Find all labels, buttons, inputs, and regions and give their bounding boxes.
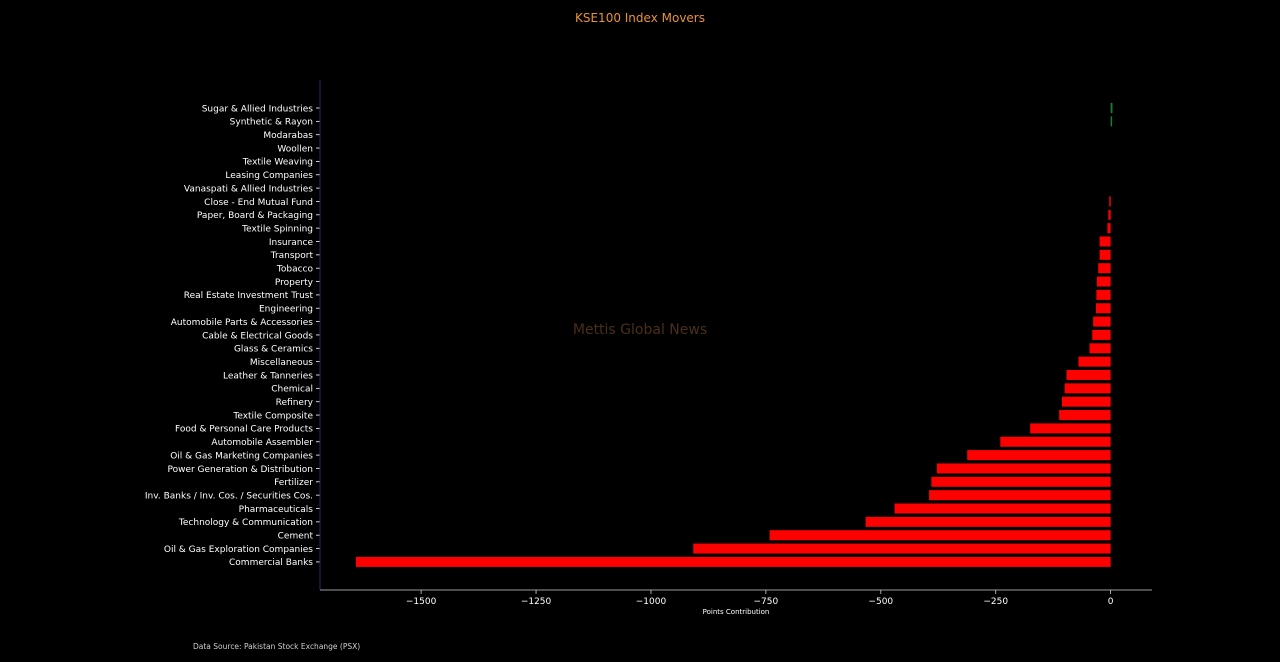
- y-tick-label: Fertilizer: [274, 478, 313, 488]
- y-tick-label: Modarabas: [263, 131, 313, 141]
- bar: [769, 530, 1111, 541]
- bar: [929, 490, 1111, 501]
- y-tick-label: Engineering: [259, 305, 313, 315]
- y-tick-label: Inv. Banks / Inv. Cos. / Securities Cos.: [145, 491, 313, 501]
- x-tick-label: −1000: [636, 597, 667, 607]
- bar: [1089, 343, 1111, 354]
- bar: [1096, 289, 1111, 300]
- y-tick-label: Oil & Gas Marketing Companies: [170, 451, 313, 461]
- bar: [1064, 383, 1111, 394]
- x-tick-label: −250: [983, 597, 1008, 607]
- y-tick-label: Synthetic & Rayon: [230, 118, 313, 128]
- bar: [693, 543, 1111, 554]
- bar: [1000, 436, 1111, 447]
- y-tick-label: Technology & Communication: [178, 518, 313, 528]
- y-tick-label: Power Generation & Distribution: [167, 465, 313, 475]
- x-tick-label: −1250: [521, 597, 552, 607]
- chart-title: KSE100 Index Movers: [575, 11, 705, 25]
- y-tick-label: Automobile Parts & Accessories: [171, 318, 314, 328]
- y-tick-label: Vanaspati & Allied Industries: [184, 184, 313, 194]
- bar: [1096, 276, 1111, 287]
- bar: [1066, 370, 1111, 380]
- y-tick-label: Woollen: [277, 144, 313, 154]
- y-tick-label: Glass & Ceramics: [234, 345, 313, 355]
- y-tick-label: Leather & Tanneries: [223, 371, 313, 381]
- bar: [931, 476, 1111, 487]
- bars-layer: [355, 103, 1113, 567]
- x-tick-label: −500: [868, 597, 893, 607]
- data-source-note: Data Source: Pakistan Stock Exchange (PS…: [193, 642, 360, 651]
- bar: [1107, 223, 1111, 234]
- y-tick-label: Pharmaceuticals: [239, 505, 314, 515]
- watermark: Mettis Global News: [573, 322, 707, 338]
- category-labels: Sugar & Allied Industries Synthetic & Ray…: [145, 104, 320, 568]
- bar: [865, 516, 1111, 527]
- bar: [1092, 329, 1111, 340]
- y-tick-label: Transport: [270, 251, 314, 261]
- y-tick-label: Food & Personal Care Products: [175, 425, 313, 435]
- bar: [894, 503, 1111, 514]
- x-tick-label: −1500: [406, 597, 437, 607]
- y-tick-label: Refinery: [276, 398, 314, 408]
- bar: [1110, 116, 1113, 127]
- x-axis-label: Points Contribution: [703, 608, 770, 616]
- y-tick-label: Oil & Gas Exploration Companies: [164, 545, 313, 555]
- y-tick-label: Insurance: [269, 238, 314, 248]
- bar: [1099, 236, 1111, 247]
- y-tick-label: Sugar & Allied Industries: [202, 104, 314, 114]
- y-tick-label: Property: [275, 278, 314, 288]
- y-tick-label: Cement: [278, 532, 314, 542]
- y-tick-label: Textile Weaving: [242, 158, 313, 168]
- y-tick-label: Cable & Electrical Goods: [202, 331, 313, 341]
- bar: [1099, 249, 1111, 260]
- bar: [355, 556, 1111, 567]
- y-tick-label: Paper, Board & Packaging: [197, 211, 313, 221]
- bar: [1061, 396, 1111, 407]
- y-tick-label: Automobile Assembler: [211, 438, 313, 448]
- y-tick-label: Tobacco: [276, 265, 314, 275]
- bar: [1095, 303, 1111, 314]
- bar: [1093, 316, 1111, 327]
- bar: [967, 450, 1111, 461]
- bar: [1098, 263, 1111, 274]
- bar: [1110, 103, 1113, 113]
- x-tick-label: −750: [754, 597, 779, 607]
- y-tick-label: Textile Spinning: [241, 224, 313, 234]
- bar: [1059, 410, 1111, 421]
- y-tick-label: Miscellaneous: [250, 358, 313, 368]
- y-tick-label: Textile Composite: [232, 411, 313, 421]
- y-tick-label: Commercial Banks: [229, 558, 313, 568]
- x-tick-label: 0: [1108, 597, 1114, 607]
- bar: [1108, 209, 1111, 220]
- y-tick-label: Leasing Companies: [225, 171, 313, 181]
- y-tick-label: Close - End Mutual Fund: [204, 198, 313, 208]
- bar: [1109, 196, 1111, 207]
- bar: [1078, 356, 1111, 367]
- bar: [936, 463, 1111, 474]
- y-tick-label: Real Estate Investment Trust: [184, 291, 314, 301]
- axes: −1500 −1250 −1000 −750 −500 −250 0: [319, 80, 1152, 607]
- y-tick-label: Chemical: [271, 385, 313, 395]
- bar: [1030, 423, 1111, 434]
